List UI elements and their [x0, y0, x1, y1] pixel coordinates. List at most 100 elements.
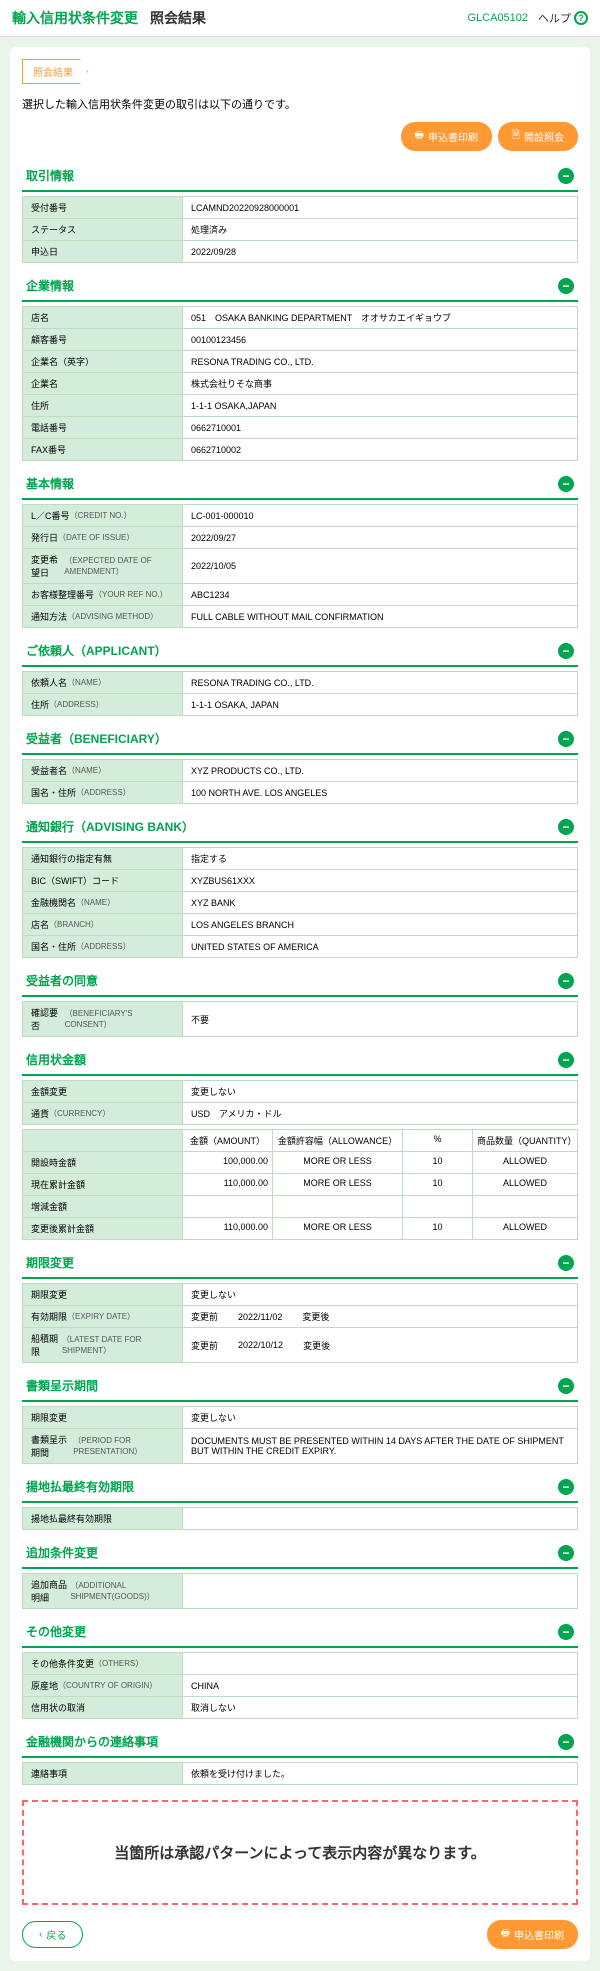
data-row: 金額変更変更しない [22, 1080, 578, 1103]
section-transaction: 取引情報 − 受付番号LCAMND20220928000001ステータス処理済み… [22, 161, 578, 263]
row-value: 株式会社りそな商事 [183, 373, 577, 394]
row-value: 1-1-1 OSAKA,JAPAN [183, 395, 577, 416]
collapse-icon[interactable]: − [558, 643, 574, 659]
section-header[interactable]: 取引情報 − [22, 161, 578, 192]
section-expiry: 期限変更 − 期限変更変更しない有効期限 （EXPIRY DATE）変更前202… [22, 1248, 578, 1363]
section-title: その他変更 [26, 1623, 86, 1640]
collapse-icon[interactable]: − [558, 278, 574, 294]
row-label: 期限変更 [23, 1284, 183, 1305]
section-company: 企業情報 − 店名051 OSAKA BANKING DEPARTMENT オオ… [22, 271, 578, 461]
breadcrumb-item: 照会結果 [22, 59, 88, 84]
row-label: ステータス [23, 219, 183, 240]
help-icon: ? [574, 11, 588, 25]
back-button[interactable]: ‹戻る [22, 1921, 83, 1948]
row-value: LCAMND20220928000001 [183, 197, 577, 218]
collapse-icon[interactable]: − [558, 1052, 574, 1068]
data-row: 期限変更変更しない [22, 1406, 578, 1429]
section-header[interactable]: 揚地払最終有効期限 − [22, 1472, 578, 1503]
row-label: 確認要否 （BENEFICIARY'S CONSENT） [23, 1002, 183, 1036]
row-label: 有効期限 （EXPIRY DATE） [23, 1306, 183, 1327]
data-row: 受付番号LCAMND20220928000001 [22, 196, 578, 219]
collapse-icon[interactable]: − [558, 973, 574, 989]
row-label: 発行日 （DATE OF ISSUE） [23, 527, 183, 548]
data-row: 船積期限 （LATEST DATE FOR SHIPMENT）変更前2022/1… [22, 1328, 578, 1363]
data-row: 期限変更変更しない [22, 1283, 578, 1306]
data-row: 住所1-1-1 OSAKA,JAPAN [22, 395, 578, 417]
row-value: 依頼を受け付けました。 [183, 1763, 577, 1784]
section-header[interactable]: 企業情報 − [22, 271, 578, 302]
section-header[interactable]: 金融機関からの連絡事項 − [22, 1727, 578, 1758]
collapse-icon[interactable]: − [558, 168, 574, 184]
section-header[interactable]: 追加条件変更 − [22, 1538, 578, 1569]
section-header[interactable]: その他変更 − [22, 1617, 578, 1648]
row-value: 2022/09/27 [183, 527, 577, 548]
section-applicant: ご依頼人（APPLICANT） − 依頼人名 （NAME）RESONA TRAD… [22, 636, 578, 716]
section-title: 基本情報 [26, 475, 74, 492]
section-title: ご依頼人（APPLICANT） [26, 642, 167, 659]
data-row: 確認要否 （BENEFICIARY'S CONSENT）不要 [22, 1001, 578, 1037]
row-value: 0662710002 [183, 439, 577, 460]
row-value: 取消しない [183, 1697, 577, 1718]
row-value: XYZ BANK [183, 892, 577, 913]
collapse-icon[interactable]: − [558, 1545, 574, 1561]
section-header[interactable]: 信用状金額 − [22, 1045, 578, 1076]
row-label: 住所 [23, 395, 183, 416]
collapse-icon[interactable]: − [558, 1378, 574, 1394]
notice-box: 当箇所は承認パターンによって表示内容が異なります。 [22, 1800, 578, 1905]
row-label: 店名 [23, 307, 183, 328]
section-consent: 受益者の同意 − 確認要否 （BENEFICIARY'S CONSENT）不要 [22, 966, 578, 1037]
collapse-icon[interactable]: − [558, 1624, 574, 1640]
collapse-icon[interactable]: − [558, 819, 574, 835]
section-header[interactable]: ご依頼人（APPLICANT） − [22, 636, 578, 667]
row-label: その他条件変更 （OTHERS） [23, 1653, 183, 1674]
data-row: FAX番号0662710002 [22, 439, 578, 461]
amount-row: 現在累計金額110,000.00MORE OR LESS10ALLOWED [22, 1174, 578, 1196]
opening-button[interactable]: 🗎開設照会 [498, 122, 578, 151]
row-value: XYZBUS61XXX [183, 870, 577, 891]
section-header[interactable]: 書類呈示期間 − [22, 1371, 578, 1402]
row-value: DOCUMENTS MUST BE PRESENTED WITHIN 14 DA… [183, 1429, 577, 1463]
row-value: 2022/10/05 [183, 549, 577, 583]
section-header[interactable]: 受益者（BENEFICIARY） − [22, 724, 578, 755]
section-other: その他変更 − その他条件変更 （OTHERS）原産地 （COUNTRY OF … [22, 1617, 578, 1719]
section-title: 受益者（BENEFICIARY） [26, 730, 167, 747]
collapse-icon[interactable]: − [558, 1734, 574, 1750]
collapse-icon[interactable]: − [558, 1255, 574, 1271]
section-advising: 通知銀行（ADVISING BANK） − 通知銀行の指定有無指定するBIC（S… [22, 812, 578, 958]
section-title: 取引情報 [26, 167, 74, 184]
data-row: 依頼人名 （NAME）RESONA TRADING CO., LTD. [22, 671, 578, 694]
main-card: 照会結果 選択した輸入信用状条件変更の取引は以下の通りです。 🖶申込書印刷 🗎開… [10, 47, 590, 1961]
collapse-icon[interactable]: − [558, 731, 574, 747]
section-header[interactable]: 受益者の同意 − [22, 966, 578, 997]
data-row: 企業名（英字）RESONA TRADING CO., LTD. [22, 351, 578, 373]
section-header[interactable]: 期限変更 − [22, 1248, 578, 1279]
row-value: XYZ PRODUCTS CO., LTD. [183, 760, 577, 781]
data-row: 変更希望日 （EXPECTED DATE OF AMENDMENT）2022/1… [22, 549, 578, 584]
row-value [183, 1574, 577, 1608]
row-label: 申込日 [23, 241, 183, 262]
data-row: 企業名株式会社りそな商事 [22, 373, 578, 395]
section-presentation: 書類呈示期間 − 期限変更変更しない書類呈示期間 （PERIOD FOR PRE… [22, 1371, 578, 1464]
help-link[interactable]: ヘルプ ? [538, 10, 588, 26]
collapse-icon[interactable]: − [558, 1479, 574, 1495]
row-label: 受付番号 [23, 197, 183, 218]
section-header[interactable]: 通知銀行（ADVISING BANK） − [22, 812, 578, 843]
data-row: 原産地 （COUNTRY OF ORIGIN）CHINA [22, 1675, 578, 1697]
print-button[interactable]: 🖶申込書印刷 [401, 122, 492, 151]
row-label: 変更希望日 （EXPECTED DATE OF AMENDMENT） [23, 549, 183, 583]
row-label: 通貨 （CURRENCY） [23, 1103, 183, 1124]
section-beneficiary: 受益者（BENEFICIARY） − 受益者名 （NAME）XYZ PRODUC… [22, 724, 578, 804]
collapse-icon[interactable]: − [558, 476, 574, 492]
section-title: 追加条件変更 [26, 1544, 98, 1561]
amount-row: 変更後累計金額110,000.00MORE OR LESS10ALLOWED [22, 1218, 578, 1240]
row-value: RESONA TRADING CO., LTD. [183, 351, 577, 372]
row-value: 変更しない [183, 1284, 577, 1305]
section-header[interactable]: 基本情報 − [22, 469, 578, 500]
row-label: 金融機関名 （NAME） [23, 892, 183, 913]
row-label: 期限変更 [23, 1407, 183, 1428]
document-icon: 🗎 [512, 128, 520, 145]
title-sub: 照会結果 [150, 8, 206, 28]
row-label: 原産地 （COUNTRY OF ORIGIN） [23, 1675, 183, 1696]
print-button-bottom[interactable]: 🖶申込書印刷 [487, 1920, 578, 1949]
row-value: LOS ANGELES BRANCH [183, 914, 577, 935]
